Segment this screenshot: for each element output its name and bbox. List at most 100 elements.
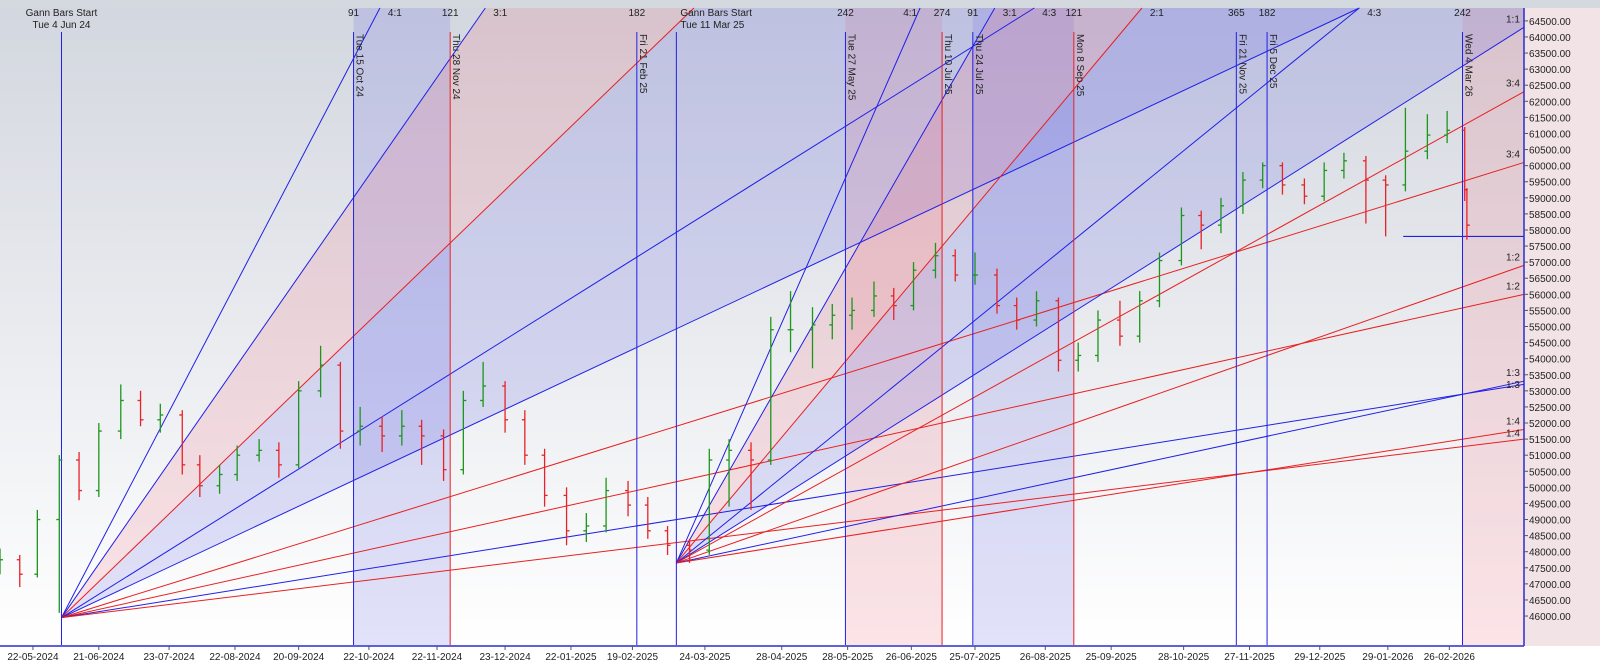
ohlc-bar: [317, 345, 324, 398]
date-tick-label: 28-04-2025: [756, 652, 808, 663]
ohlc-bar: [502, 381, 509, 433]
fan-line-4-1[interactable]: [675, 7, 921, 564]
fan-ratio-label: 2:1: [1150, 8, 1164, 19]
date-tick-label: 29-12-2025: [1294, 652, 1346, 663]
price-tick-label: 52000.00: [1529, 419, 1571, 430]
price-tick-label: 61500.00: [1529, 113, 1571, 124]
fan-ratio-label: 1:2: [1506, 252, 1520, 263]
fan-line-1-1[interactable]: [676, 26, 1525, 564]
fan-ratio-label: 3:1: [493, 8, 507, 19]
price-tick-label: 55000.00: [1529, 323, 1571, 334]
ohlc-bar: [726, 439, 733, 507]
fan-ratio-label: 3:4: [1506, 149, 1520, 160]
fan-ratio-label: 3:1: [1003, 8, 1017, 19]
price-tick-label: 53500.00: [1529, 371, 1571, 382]
fan-line-3-4[interactable]: [676, 91, 1525, 564]
date-tick-label: 26-08-2025: [1020, 652, 1072, 663]
fan-line-unlabeled[interactable]: [61, 7, 1360, 619]
price-tick-label: 49500.00: [1529, 499, 1571, 510]
price-tick-label: 61000.00: [1529, 129, 1571, 140]
gann-fan-lines[interactable]: [61, 7, 1525, 619]
event-count-label: 242: [1454, 8, 1471, 19]
event-date-label: Fri 21 Feb 25: [637, 34, 648, 94]
price-tick-label: 58000.00: [1529, 226, 1571, 237]
ohlc-bar: [1198, 210, 1205, 250]
time-band-blue: [353, 8, 451, 645]
date-axis-background: [0, 646, 1600, 663]
date-tick-label: 22-08-2024: [209, 652, 261, 663]
ohlc-bar: [216, 464, 223, 494]
event-lines[interactable]: [60, 32, 1464, 645]
fan-ratio-label: 1:3: [1506, 368, 1520, 379]
price-tick-label: 50500.00: [1529, 467, 1571, 478]
event-date-label: Tue 27 May 25: [845, 34, 856, 101]
price-tick-label: 48500.00: [1529, 532, 1571, 543]
price-tick-label: 59500.00: [1529, 178, 1571, 189]
ohlc-bar: [541, 448, 548, 507]
date-tick-label: 28-10-2025: [1158, 652, 1210, 663]
ohlc-bar: [910, 262, 917, 311]
fan-ratio-label: 1:1: [1506, 14, 1520, 25]
fan-ratio-label: 4:1: [903, 8, 917, 19]
fan-line-4-3[interactable]: [61, 7, 1035, 619]
fan-line-4-1[interactable]: [61, 7, 381, 618]
fan-line-2-1[interactable]: [675, 7, 1143, 564]
ohlc-bar: [603, 477, 610, 533]
fan-ratio-label: 1:4: [1506, 428, 1520, 439]
ohlc-bar: [890, 287, 897, 321]
ohlc-bar: [56, 455, 63, 613]
fan-line-3-4[interactable]: [61, 161, 1525, 619]
ohlc-bar: [117, 384, 124, 440]
date-tick-label: 29-01-2026: [1362, 652, 1414, 663]
ohlc-bar: [357, 406, 364, 446]
fan-line-4-3[interactable]: [676, 7, 1360, 564]
price-tick-label: 53000.00: [1529, 387, 1571, 398]
fan-line-1-4[interactable]: [676, 428, 1525, 564]
ohlc-bar: [1362, 155, 1369, 224]
price-tick-label: 57000.00: [1529, 258, 1571, 269]
price-tick-label: 46000.00: [1529, 612, 1571, 623]
price-tick-label: 60000.00: [1529, 162, 1571, 173]
ohlc-bar: [993, 268, 1000, 314]
event-count-label: 182: [628, 8, 645, 19]
price-tick-label: 51500.00: [1529, 435, 1571, 446]
fan-line-1-2[interactable]: [61, 293, 1525, 619]
ohlc-bar: [1239, 172, 1246, 214]
date-tick-label: 22-01-2025: [545, 652, 597, 663]
ohlc-bar: [972, 252, 979, 285]
ohlc-bar: [1136, 291, 1143, 343]
ohlc-bar: [1033, 291, 1040, 327]
ohlc-bar: [809, 307, 816, 369]
annotation-labels: 4:1 3:1 4:34:1 3:1 2:1 4:31:13:43:41:21:21:31…: [26, 8, 1521, 439]
ohlc-bar: [234, 445, 241, 481]
ohlc-bar: [583, 513, 590, 543]
ohlc-bar: [787, 291, 794, 353]
price-tick-label: 64000.00: [1529, 33, 1571, 44]
date-tick-label: 28-05-2025: [822, 652, 874, 663]
ohlc-bar: [625, 480, 632, 517]
ohlc-bar: [0, 548, 3, 575]
price-tick-label: 62000.00: [1529, 97, 1571, 108]
date-tick-label: 24-03-2025: [679, 652, 731, 663]
fan-ratio-label: 1:4: [1506, 416, 1520, 427]
ohlc-bar: [1156, 252, 1163, 308]
fan-line-2-1[interactable]: [61, 7, 695, 619]
price-tick-label: 52500.00: [1529, 403, 1571, 414]
event-date-label: Wed 4 Mar 26: [1463, 34, 1474, 97]
event-date-label: Thu 28 Nov 24: [450, 34, 461, 100]
time-bands: [353, 8, 1524, 645]
ohlc-bar: [1463, 188, 1470, 240]
fan-line-3-1[interactable]: [61, 7, 486, 618]
fan-line-1-2[interactable]: [676, 264, 1525, 564]
price-tick-label: 55500.00: [1529, 306, 1571, 317]
price-axis[interactable]: 64500.00 64000.00 63500.00 63000.00 62500.00…: [1523, 8, 1571, 646]
fan-line-1-3[interactable]: [676, 380, 1525, 564]
date-axis[interactable]: 22-05-2024 21-06-2024 23-07-2024 22-08-2024…: [0, 645, 1600, 663]
fan-line-1-3[interactable]: [61, 383, 1525, 619]
fan-line-1-4[interactable]: [61, 438, 1525, 619]
ohlc-bar: [1055, 297, 1062, 372]
ohlc-bar: [870, 281, 877, 317]
ohlc-bar: [1402, 107, 1409, 192]
event-date-label: Thu 10 Jul 25: [942, 34, 953, 95]
